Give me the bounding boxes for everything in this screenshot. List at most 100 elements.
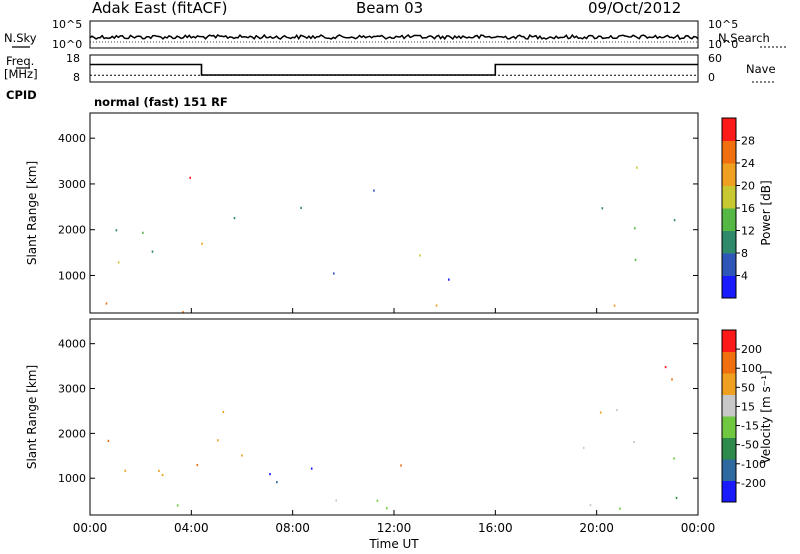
colorbar-swatch [722,459,736,481]
echo-cell [616,408,618,412]
colorbar-swatch [722,140,736,164]
colorbar-swatch [722,480,736,503]
x-tick-label: 00:00 [73,521,108,535]
echo-cell [189,176,191,179]
freq-tick-top: 18 [66,52,80,65]
y-tick-label: 1000 [58,472,86,485]
echo-cell [241,454,243,457]
nave-tick-bottom: 0 [708,71,715,84]
power-panel: 1000 2000 3000 4000 Slant Range [km] [25,112,699,314]
power-panel-frame [89,112,699,314]
colorbar-tick-label: 4 [741,270,748,283]
echo-cell [448,278,450,281]
colorbar-tick-label: -15 [741,420,759,433]
echo-cell [335,499,337,502]
echo-cell [117,261,120,264]
freq-trace [90,63,698,76]
y-tick-label: 1000 [58,269,86,282]
n-sky-label: N.Sky [4,31,37,45]
power-x-ticks [89,308,699,313]
echo-cell [151,250,154,253]
noise-tick-top-right: 10^5 [708,18,739,31]
echo-cell [634,258,637,261]
colorbar-tick-label: -50 [741,439,759,452]
echo-cell [310,467,313,470]
freq-tick-bottom: 8 [73,71,80,84]
echo-cell [673,457,675,460]
station-title: Adak East (fitACF) [92,0,228,17]
echo-cell [233,217,236,220]
colorbar-swatch [722,437,736,460]
date-title: 09/Oct/2012 [588,0,682,17]
noise-panel-frame [89,20,699,49]
echo-cell [276,481,278,484]
x-tick-label: 12:00 [377,521,412,535]
power-echo-layer [105,166,676,314]
colorbar-swatch [722,373,736,395]
echo-cell [376,499,379,502]
echo-cell [124,469,127,472]
velocity-colorbar: 200 100 50 15 -15 -50 -100 -200 [721,329,766,503]
cpid-value: normal (fast) 151 RF [94,95,228,109]
power-y-label: Slant Range [km] [25,161,39,265]
echo-cell [435,304,438,307]
echo-cell [589,504,592,507]
echo-cell [182,311,184,314]
power-y-axis: 1000 2000 3000 4000 [58,132,698,282]
colorbar-swatch [722,230,736,254]
echo-cell [386,507,388,510]
colorbar-swatch [722,330,736,352]
echo-cell [400,464,402,467]
freq-unit: [MHz] [4,67,38,81]
x-tick-label: 04:00 [174,521,209,535]
echo-cell [601,207,604,210]
colorbar-swatch [722,253,736,276]
nave-tick-top: 60 [708,52,722,65]
noise-tick-bottom-right: 10^0 [708,38,739,51]
colorbar-swatch [722,185,736,209]
y-tick-label: 4000 [58,338,86,351]
x-axis-label: Time UT [368,537,419,551]
echo-cell [373,189,375,192]
y-tick-label: 3000 [58,178,86,191]
colorbar-swatch [722,416,736,438]
echo-cell [582,446,585,449]
x-tick-label: 08:00 [275,521,310,535]
echo-cell [300,206,302,209]
echo-cell [664,366,667,369]
cpid-label: CPID [6,88,37,102]
echo-cell [158,469,160,472]
colorbar-tick-label: 16 [741,202,755,215]
colorbar-swatch [722,163,736,186]
echo-cell [161,473,164,477]
echo-cell [222,410,225,414]
echo-cell [107,439,110,442]
noise-tick-bottom-left: 10^0 [52,38,83,51]
freq-panel [89,54,699,83]
colorbar-tick-label: 15 [741,400,755,413]
colorbar-swatch [722,208,736,231]
y-tick-label: 2000 [58,224,86,237]
colorbar-tick-label: 12 [741,225,755,238]
noise-sky-trace [89,33,699,41]
colorbar-tick-label: -200 [741,477,766,490]
echo-cell [196,464,199,467]
n-search-label: N.Search [718,31,770,45]
colorbar-swatch [722,394,736,417]
velocity-colorbar-label: Velocity [m s⁻¹] [759,370,773,463]
echo-cell [599,411,602,414]
echo-cell [671,378,673,381]
colorbar-tick-label: 50 [741,381,755,394]
echo-cell [613,304,616,307]
echo-cell [217,439,219,442]
freq-label: Freq. [6,54,35,68]
x-tick-label: 20:00 [579,521,614,535]
echo-cell [176,504,179,507]
y-tick-label: 3000 [58,383,86,396]
echo-cell [619,507,621,510]
echo-cell [105,302,108,305]
echo-cell [634,227,636,230]
echo-cell [419,254,421,257]
colorbar-tick-label: 100 [741,362,762,375]
